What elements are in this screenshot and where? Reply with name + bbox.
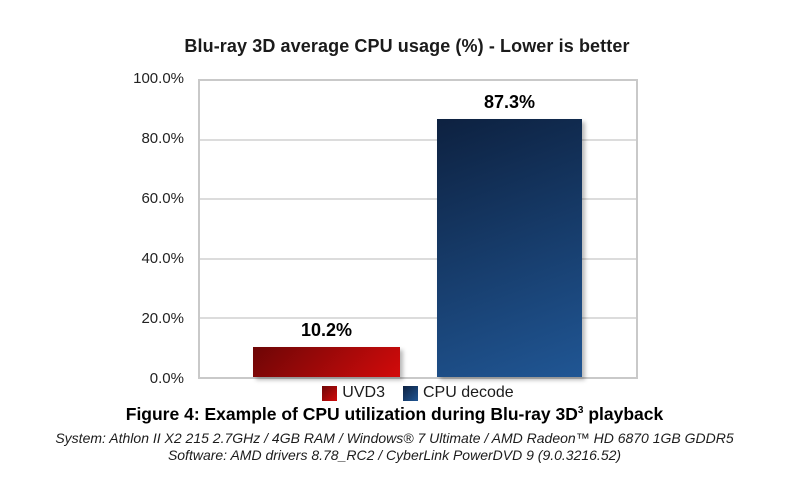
y-tick-label-40: 40.0% bbox=[141, 250, 184, 267]
y-tick-label-20: 20.0% bbox=[141, 310, 184, 327]
plot-area: 10.2% 87.3% bbox=[198, 79, 638, 379]
y-tick-label-100: 100.0% bbox=[133, 70, 184, 87]
bar-uvd3 bbox=[253, 346, 400, 377]
gridline-20 bbox=[200, 316, 636, 319]
legend-item-cpu-decode: CPU decode bbox=[402, 384, 514, 402]
legend-label-cpu-decode: CPU decode bbox=[422, 384, 514, 401]
chart-title: Blu-ray 3D average CPU usage (%) - Lower… bbox=[184, 36, 630, 56]
gridline-80 bbox=[200, 139, 636, 142]
legend-label-uvd3: UVD3 bbox=[342, 384, 385, 401]
legend-swatch-uvd3 bbox=[322, 386, 338, 401]
gridline-60 bbox=[200, 198, 636, 201]
caption-text-after: playback bbox=[583, 404, 664, 424]
y-tick-label-60: 60.0% bbox=[141, 190, 184, 207]
legend: UVD3 CPU decode bbox=[198, 384, 638, 402]
value-label-uvd3: 10.2% bbox=[300, 319, 353, 340]
gridline-40 bbox=[200, 257, 636, 260]
bar-cpu-decode bbox=[437, 118, 582, 377]
caption-text-before: Figure 4: Example of CPU utilization dur… bbox=[125, 404, 578, 424]
y-tick-label-0: 0.0% bbox=[149, 370, 184, 387]
system-info-line: System: Athlon II X2 215 2.7GHz / 4GB RA… bbox=[55, 430, 734, 446]
y-tick-label-80: 80.0% bbox=[141, 130, 184, 147]
legend-swatch-cpu-decode bbox=[402, 386, 418, 401]
legend-item-uvd3: UVD3 bbox=[322, 384, 385, 402]
software-info-line: Software: AMD drivers 8.78_RC2 / CyberLi… bbox=[167, 447, 622, 463]
figure-caption: Figure 4: Example of CPU utilization dur… bbox=[0, 404, 789, 425]
caption-superscript: 3 bbox=[577, 405, 584, 417]
value-label-cpu-decode: 87.3% bbox=[483, 91, 536, 112]
